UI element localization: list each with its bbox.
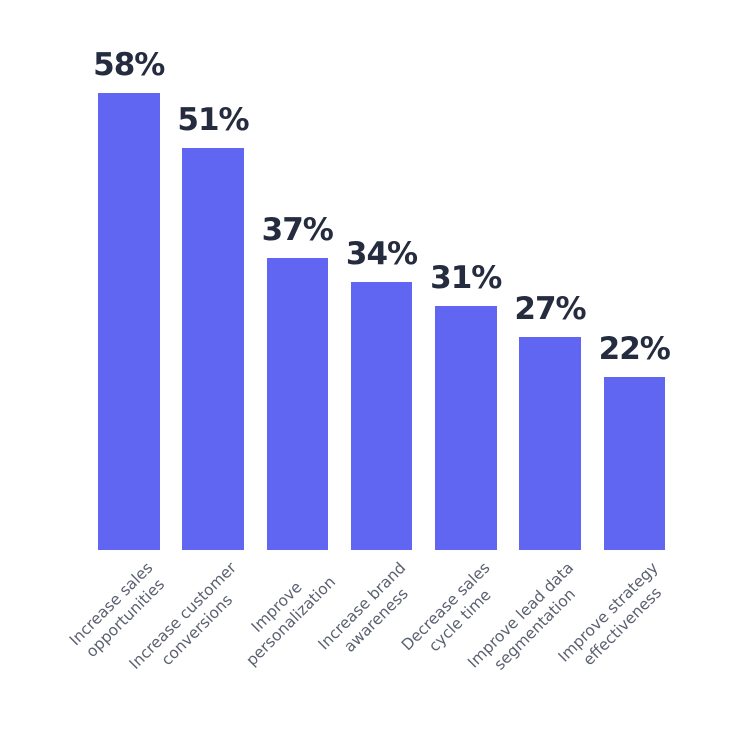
bar: [435, 305, 497, 550]
bar: [182, 148, 244, 550]
bar-value-label: 58%: [93, 46, 165, 83]
bar-value-label: 51%: [177, 102, 249, 139]
bar: [98, 92, 160, 550]
bar: [266, 258, 328, 550]
bar-value-label: 27%: [514, 291, 586, 328]
bar-value-label: 31%: [430, 259, 502, 296]
bar: [350, 282, 413, 550]
bar: [519, 337, 581, 550]
bar-value-label: 37%: [261, 212, 334, 249]
bar-value-label: 34%: [345, 236, 418, 273]
bar: [603, 376, 665, 550]
bar-value-label: 22%: [598, 330, 671, 367]
